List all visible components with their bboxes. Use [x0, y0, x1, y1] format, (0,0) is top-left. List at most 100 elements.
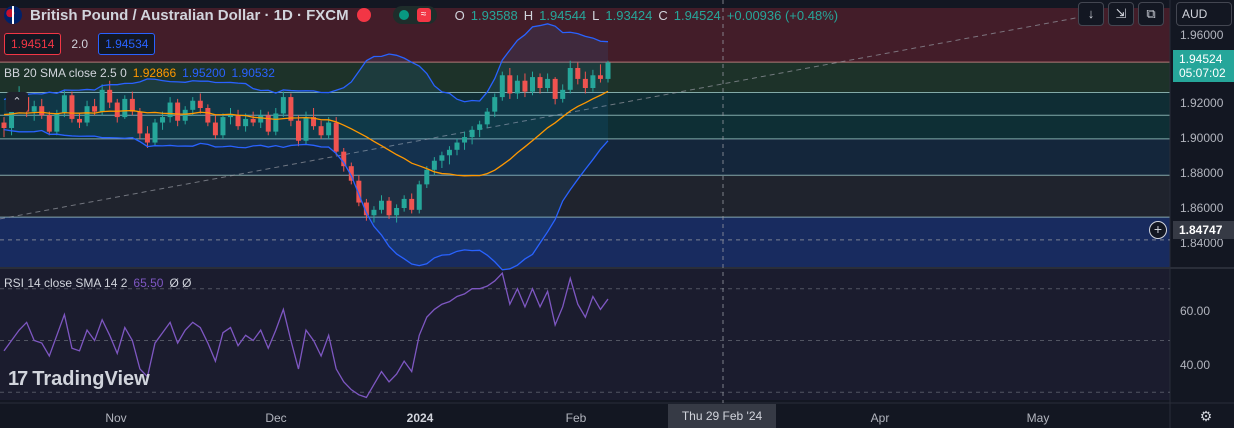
candle-body: [77, 118, 82, 123]
collapse-button[interactable]: ⇲: [1108, 2, 1134, 26]
candle-body: [439, 155, 445, 161]
waves-icon: ≈: [416, 8, 431, 22]
bb-upper-value: 1.95200: [182, 66, 226, 80]
price-tick: 1.88000: [1180, 166, 1224, 180]
candle-body: [99, 89, 105, 112]
candle-body: [235, 115, 241, 127]
candle-body: [469, 129, 475, 138]
status-pill[interactable]: ≈: [392, 6, 437, 24]
candle-body: [605, 62, 611, 79]
price-tick: 1.90000: [1180, 131, 1224, 145]
gbp-aud-flag-icon: [4, 6, 22, 24]
time-label: Apr: [870, 411, 890, 425]
symbol-legend[interactable]: British Pound / Australian Dollar · 1D ·…: [4, 2, 838, 28]
candlestick-series: [1, 60, 611, 223]
candle-body: [477, 124, 483, 130]
price-tick: 1.86000: [1180, 201, 1224, 215]
zone-band: [0, 8, 1170, 63]
candle-body: [114, 102, 120, 118]
crosshair-price-tag: 1.84747: [1173, 221, 1234, 239]
time-label: Nov: [105, 411, 127, 425]
rsi-label: RSI 14 close SMA 14 2: [4, 276, 128, 290]
rsi-tick: 40.00: [1180, 358, 1211, 372]
candle-body: [212, 122, 218, 136]
candle-body: [409, 198, 415, 210]
candle-body: [386, 200, 392, 216]
candle-body: [39, 106, 45, 116]
bollinger-legend[interactable]: BB 20 SMA close 2.5 0 1.92866 1.95200 1.…: [4, 66, 275, 80]
chart-toolbar: ↓ ⇲ ⧉: [1078, 2, 1164, 26]
bb-basis-value: 1.92866: [132, 66, 177, 80]
tradingview-watermark: 17 TradingView: [8, 368, 150, 391]
candle-body: [575, 68, 581, 79]
trade-panel: 1.94514 2.0 1.94534: [4, 32, 156, 56]
watermark-text: TradingView: [32, 368, 150, 390]
candle-body: [288, 97, 294, 121]
rsi-legend[interactable]: RSI 14 close SMA 14 2 65.50 Ø Ø: [4, 276, 191, 290]
bollinger-band-fill: [4, 23, 608, 270]
candle-body: [499, 75, 505, 98]
candle-body: [326, 122, 332, 136]
candle-body: [205, 108, 211, 123]
candle-body: [582, 78, 588, 88]
candle-body: [31, 106, 37, 112]
candle-body: [333, 122, 339, 152]
candle-body: [303, 117, 309, 141]
candle-body: [507, 75, 513, 94]
candle-body: [341, 151, 347, 167]
zone-band: [0, 175, 1170, 218]
candle-body: [54, 113, 60, 132]
scroll-to-latest-button[interactable]: ↓: [1078, 2, 1104, 26]
time-label: May: [1026, 411, 1050, 425]
collapse-legend-button[interactable]: ⌃: [6, 92, 28, 112]
indicator-lines: [3, 23, 609, 271]
candle-body: [265, 115, 271, 132]
candle-body: [379, 200, 384, 210]
candle-body: [92, 106, 98, 112]
market-closed-dot-icon: [356, 8, 371, 22]
last-price-tag: 1.94524 05:07:02: [1173, 50, 1234, 82]
candle-body: [46, 115, 52, 132]
candle-body: [311, 117, 317, 127]
price-tick: 1.96000: [1180, 28, 1224, 42]
rsi-line: [3, 271, 609, 399]
candle-body: [416, 184, 422, 210]
candle-body: [394, 208, 400, 216]
candle-body: [545, 78, 551, 88]
candle-body: [69, 95, 75, 119]
buy-button[interactable]: 1.94534: [98, 33, 156, 55]
candle-body: [522, 80, 528, 92]
candle-body: [243, 118, 249, 127]
ohlc-values: O 1.93588 H 1.94544 L 1.93424 C 1.94524 +0.0…: [454, 7, 839, 23]
time-label: Feb: [565, 411, 587, 425]
rsi-band-bg: [0, 268, 1170, 400]
candle-body: [182, 109, 188, 121]
currency-selector[interactable]: AUD: [1176, 2, 1232, 26]
candle-body: [567, 68, 573, 90]
candle-body: [273, 113, 279, 132]
candle-body: [129, 98, 135, 112]
sell-button[interactable]: 1.94514: [4, 33, 62, 55]
candle-body: [401, 198, 407, 208]
symbol-title[interactable]: British Pound / Australian Dollar · 1D ·…: [30, 6, 349, 24]
bb-fill-area: [4, 23, 608, 270]
candle-body: [424, 169, 430, 185]
price-tick: 1.84000: [1180, 236, 1224, 250]
rsi-value: 65.50: [133, 276, 164, 290]
bb-label: BB 20 SMA close 2.5 0: [4, 66, 127, 80]
candle-body: [152, 122, 158, 143]
candle-body: [137, 111, 143, 134]
candle-body: [258, 115, 264, 123]
candle-body: [250, 118, 256, 123]
crosshair-date-tag: Thu 29 Feb '24: [668, 404, 776, 428]
rsi-pane: [3, 271, 609, 399]
fullscreen-button[interactable]: ⧉: [1138, 2, 1164, 26]
gear-icon[interactable]: ⚙: [1199, 408, 1213, 424]
add-alert-plus-icon[interactable]: +: [1149, 221, 1167, 239]
candle-body: [84, 106, 90, 123]
candle-body: [107, 89, 113, 103]
candle-body: [530, 77, 535, 92]
candle-body: [363, 202, 369, 216]
